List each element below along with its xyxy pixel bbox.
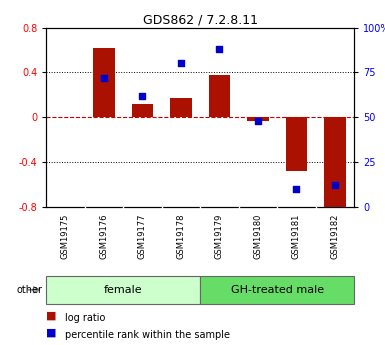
Bar (247, 117, 268, 121)
Text: GSM19182: GSM19182 (330, 214, 340, 259)
Text: ■: ■ (46, 328, 57, 338)
Bar (170, 98, 192, 117)
Bar (46, 276, 200, 304)
Text: log ratio: log ratio (65, 313, 106, 323)
Text: ■: ■ (46, 311, 57, 321)
Text: GSM19175: GSM19175 (61, 214, 70, 259)
Bar (132, 104, 153, 117)
Text: GSM19181: GSM19181 (292, 214, 301, 259)
Bar (286, 117, 307, 171)
Point (216, 46, 223, 52)
Point (101, 75, 107, 81)
Text: GSM19179: GSM19179 (215, 214, 224, 259)
Point (293, 186, 300, 192)
Bar (200, 276, 354, 304)
Point (255, 118, 261, 124)
Point (332, 183, 338, 188)
Point (139, 93, 146, 99)
Text: GSM19176: GSM19176 (99, 214, 109, 259)
Text: GSM19178: GSM19178 (176, 214, 186, 259)
Title: GDS862 / 7.2.8.11: GDS862 / 7.2.8.11 (143, 13, 258, 27)
Text: other: other (16, 285, 42, 295)
Text: GSM19177: GSM19177 (138, 214, 147, 259)
Text: GSM19180: GSM19180 (253, 214, 263, 259)
Bar (209, 75, 230, 117)
Bar (93, 48, 114, 117)
Text: percentile rank within the sample: percentile rank within the sample (65, 330, 231, 340)
Text: GH-treated male: GH-treated male (231, 285, 324, 295)
Text: female: female (104, 285, 142, 295)
Point (178, 61, 184, 66)
Bar (324, 117, 346, 209)
